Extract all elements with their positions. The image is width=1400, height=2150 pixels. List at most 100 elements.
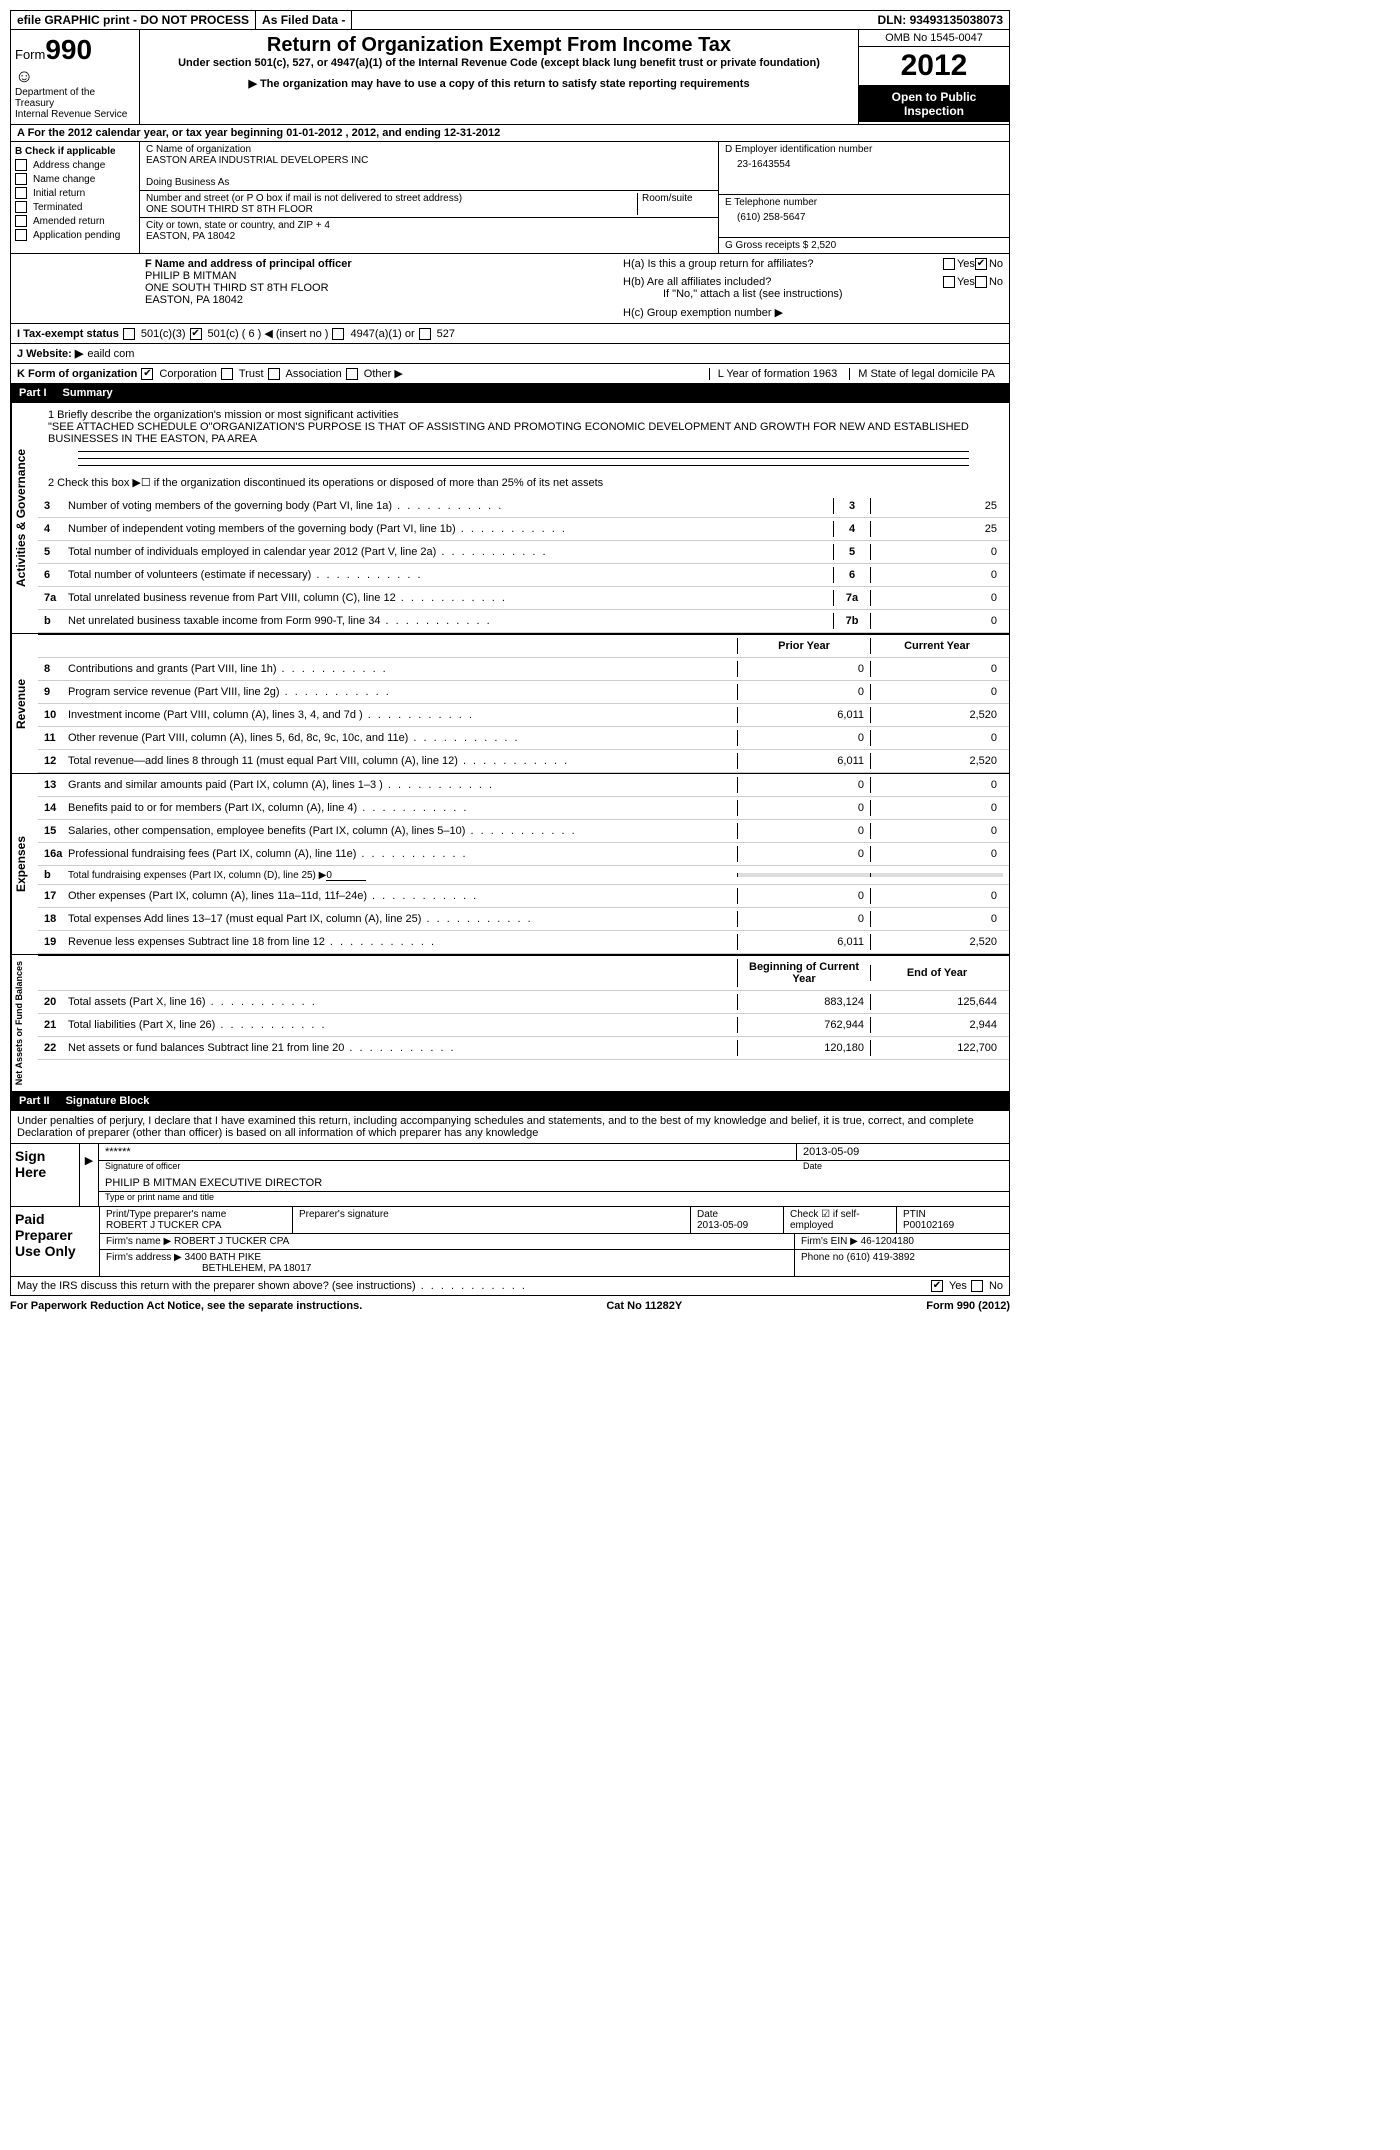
ein-label: D Employer identification number: [725, 144, 1003, 155]
dept-treasury: Department of the Treasury: [15, 87, 135, 109]
no-label: No: [989, 258, 1003, 270]
k-other-checkbox[interactable]: [346, 368, 358, 380]
end-year-header: End of Year: [870, 965, 1003, 981]
spacer-b: [11, 254, 139, 323]
part-2-header: Part II Signature Block: [10, 1092, 1010, 1111]
line-13: 13Grants and similar amounts paid (Part …: [38, 774, 1009, 797]
k-assoc-checkbox[interactable]: [268, 368, 280, 380]
firm-phone: (610) 419-3892: [847, 1252, 915, 1263]
section-c: C Name of organization EASTON AREA INDUS…: [140, 142, 719, 253]
discuss-no: No: [989, 1280, 1003, 1292]
prep-name: ROBERT J TUCKER CPA: [106, 1220, 286, 1231]
h-a-yes-checkbox[interactable]: [943, 258, 955, 270]
org-name: EASTON AREA INDUSTRIAL DEVELOPERS INC: [146, 155, 712, 166]
efile-notice: efile GRAPHIC print - DO NOT PROCESS: [11, 11, 256, 29]
firm-ein: 46-1204180: [861, 1236, 914, 1247]
cat-number: Cat No 11282Y: [606, 1300, 682, 1312]
row-j: J Website: ▶ eaild com: [10, 344, 1010, 364]
yes-label: Yes: [957, 258, 975, 270]
paid-content: Print/Type preparer's nameROBERT J TUCKE…: [100, 1207, 1009, 1276]
part-1-title: Part I: [19, 387, 47, 399]
net-vlabel: Net Assets or Fund Balances: [11, 955, 38, 1091]
checkbox[interactable]: [15, 201, 27, 213]
org-name-label: C Name of organization: [146, 144, 712, 155]
irs-label: Internal Revenue Service: [15, 109, 135, 120]
sign-content: ****** 2013-05-09 Signature of officer D…: [99, 1144, 1009, 1206]
no-label-2: No: [989, 276, 1003, 288]
k-corp-checkbox[interactable]: ✔: [141, 368, 153, 380]
exp-vlabel: Expenses: [11, 774, 38, 954]
i-527-checkbox[interactable]: [419, 328, 431, 340]
checkbox[interactable]: [15, 229, 27, 241]
discuss-label: May the IRS discuss this return with the…: [17, 1280, 927, 1292]
checkbox[interactable]: [15, 187, 27, 199]
h-b-label: H(b) Are all affiliates included?: [623, 276, 943, 288]
phone-label: E Telephone number: [725, 197, 1003, 208]
h-b-no-checkbox[interactable]: [975, 276, 987, 288]
row-i: I Tax-exempt status 501(c)(3) ✔501(c) ( …: [10, 324, 1010, 344]
line-19: 19Revenue less expenses Subtract line 18…: [38, 931, 1009, 954]
i-501c3-checkbox[interactable]: [123, 328, 135, 340]
line-22: 22Net assets or fund balances Subtract l…: [38, 1037, 1009, 1060]
line-10: 10Investment income (Part VIII, column (…: [38, 704, 1009, 727]
check-label: Initial return: [33, 188, 85, 199]
dln-label: DLN:: [878, 13, 907, 27]
room-label: Room/suite: [637, 193, 712, 215]
tax-exempt-label: I Tax-exempt status: [17, 328, 119, 340]
line-b: bNet unrelated business taxable income f…: [38, 610, 1009, 633]
street-value: ONE SOUTH THIRD ST 8TH FLOOR: [146, 204, 637, 215]
form-number: Form990: [15, 34, 135, 66]
i-501c-checkbox[interactable]: ✔: [190, 328, 202, 340]
discuss-yes: Yes: [949, 1280, 967, 1292]
h-c-label: H(c) Group exemption number ▶: [623, 306, 1003, 319]
h-a-no-checkbox[interactable]: ✔: [975, 258, 987, 270]
form-org-label: K Form of organization: [17, 368, 137, 380]
line-14: 14Benefits paid to or for members (Part …: [38, 797, 1009, 820]
perjury-declaration: Under penalties of perjury, I declare th…: [10, 1111, 1010, 1144]
checkbox[interactable]: [15, 173, 27, 185]
exp-content: 13Grants and similar amounts paid (Part …: [38, 774, 1009, 954]
revenue-block: Revenue Prior Year Current Year 8Contrib…: [10, 634, 1010, 774]
signature-date: 2013-05-09: [796, 1144, 1009, 1160]
form-subtitle-1: Under section 501(c), 527, or 4947(a)(1)…: [148, 57, 850, 69]
h-a-row: H(a) Is this a group return for affiliat…: [623, 258, 1003, 270]
q1-label: 1 Briefly describe the organization's mi…: [48, 409, 999, 421]
discuss-yes-checkbox[interactable]: ✔: [931, 1280, 943, 1292]
k-trust-checkbox[interactable]: [221, 368, 233, 380]
discuss-row: May the IRS discuss this return with the…: [10, 1277, 1010, 1296]
i-4947-checkbox[interactable]: [332, 328, 344, 340]
net-content: Beginning of Current Year End of Year 20…: [38, 955, 1009, 1091]
page-footer: For Paperwork Reduction Act Notice, see …: [10, 1296, 1010, 1316]
form-prefix: Form: [15, 47, 45, 62]
city-value: EASTON, PA 18042: [146, 231, 712, 242]
header-middle: Return of Organization Exempt From Incom…: [140, 30, 858, 124]
discuss-no-checkbox[interactable]: [971, 1280, 983, 1292]
form-subtitle-2: ▶ The organization may have to use a cop…: [148, 77, 850, 90]
opt-501c3: 501(c)(3): [141, 328, 186, 340]
activities-governance-block: Activities & Governance 1 Briefly descri…: [10, 403, 1010, 634]
gross-label: G Gross receipts $: [725, 240, 808, 251]
part-1-name: Summary: [63, 387, 113, 399]
line-20: 20Total assets (Part X, line 16)883,1241…: [38, 991, 1009, 1014]
opt-527: 527: [437, 328, 455, 340]
omb-number: OMB No 1545-0047: [859, 30, 1009, 47]
part-2-title: Part II: [19, 1095, 50, 1107]
net-assets-block: Net Assets or Fund Balances Beginning of…: [10, 955, 1010, 1092]
pra-notice: For Paperwork Reduction Act Notice, see …: [10, 1300, 362, 1312]
ein-cell: D Employer identification number 23-1643…: [719, 142, 1009, 195]
opt-other: Other ▶: [364, 367, 403, 380]
check-address-change: Address change: [15, 159, 135, 171]
as-filed: As Filed Data -: [256, 11, 352, 29]
checkbox[interactable]: [15, 215, 27, 227]
section-h: H(a) Is this a group return for affiliat…: [617, 254, 1009, 323]
check-amended-return: Amended return: [15, 215, 135, 227]
check-label: Terminated: [33, 202, 82, 213]
paid-preparer-label: Paid Preparer Use Only: [11, 1207, 100, 1276]
line-15: 15Salaries, other compensation, employee…: [38, 820, 1009, 843]
paid-preparer-block: Paid Preparer Use Only Print/Type prepar…: [10, 1207, 1010, 1277]
checkbox[interactable]: [15, 159, 27, 171]
check-name-change: Name change: [15, 173, 135, 185]
part-1-header: Part I Summary: [10, 384, 1010, 403]
h-b-yes-checkbox[interactable]: [943, 276, 955, 288]
q2-text: 2 Check this box ▶☐ if the organization …: [48, 476, 999, 489]
